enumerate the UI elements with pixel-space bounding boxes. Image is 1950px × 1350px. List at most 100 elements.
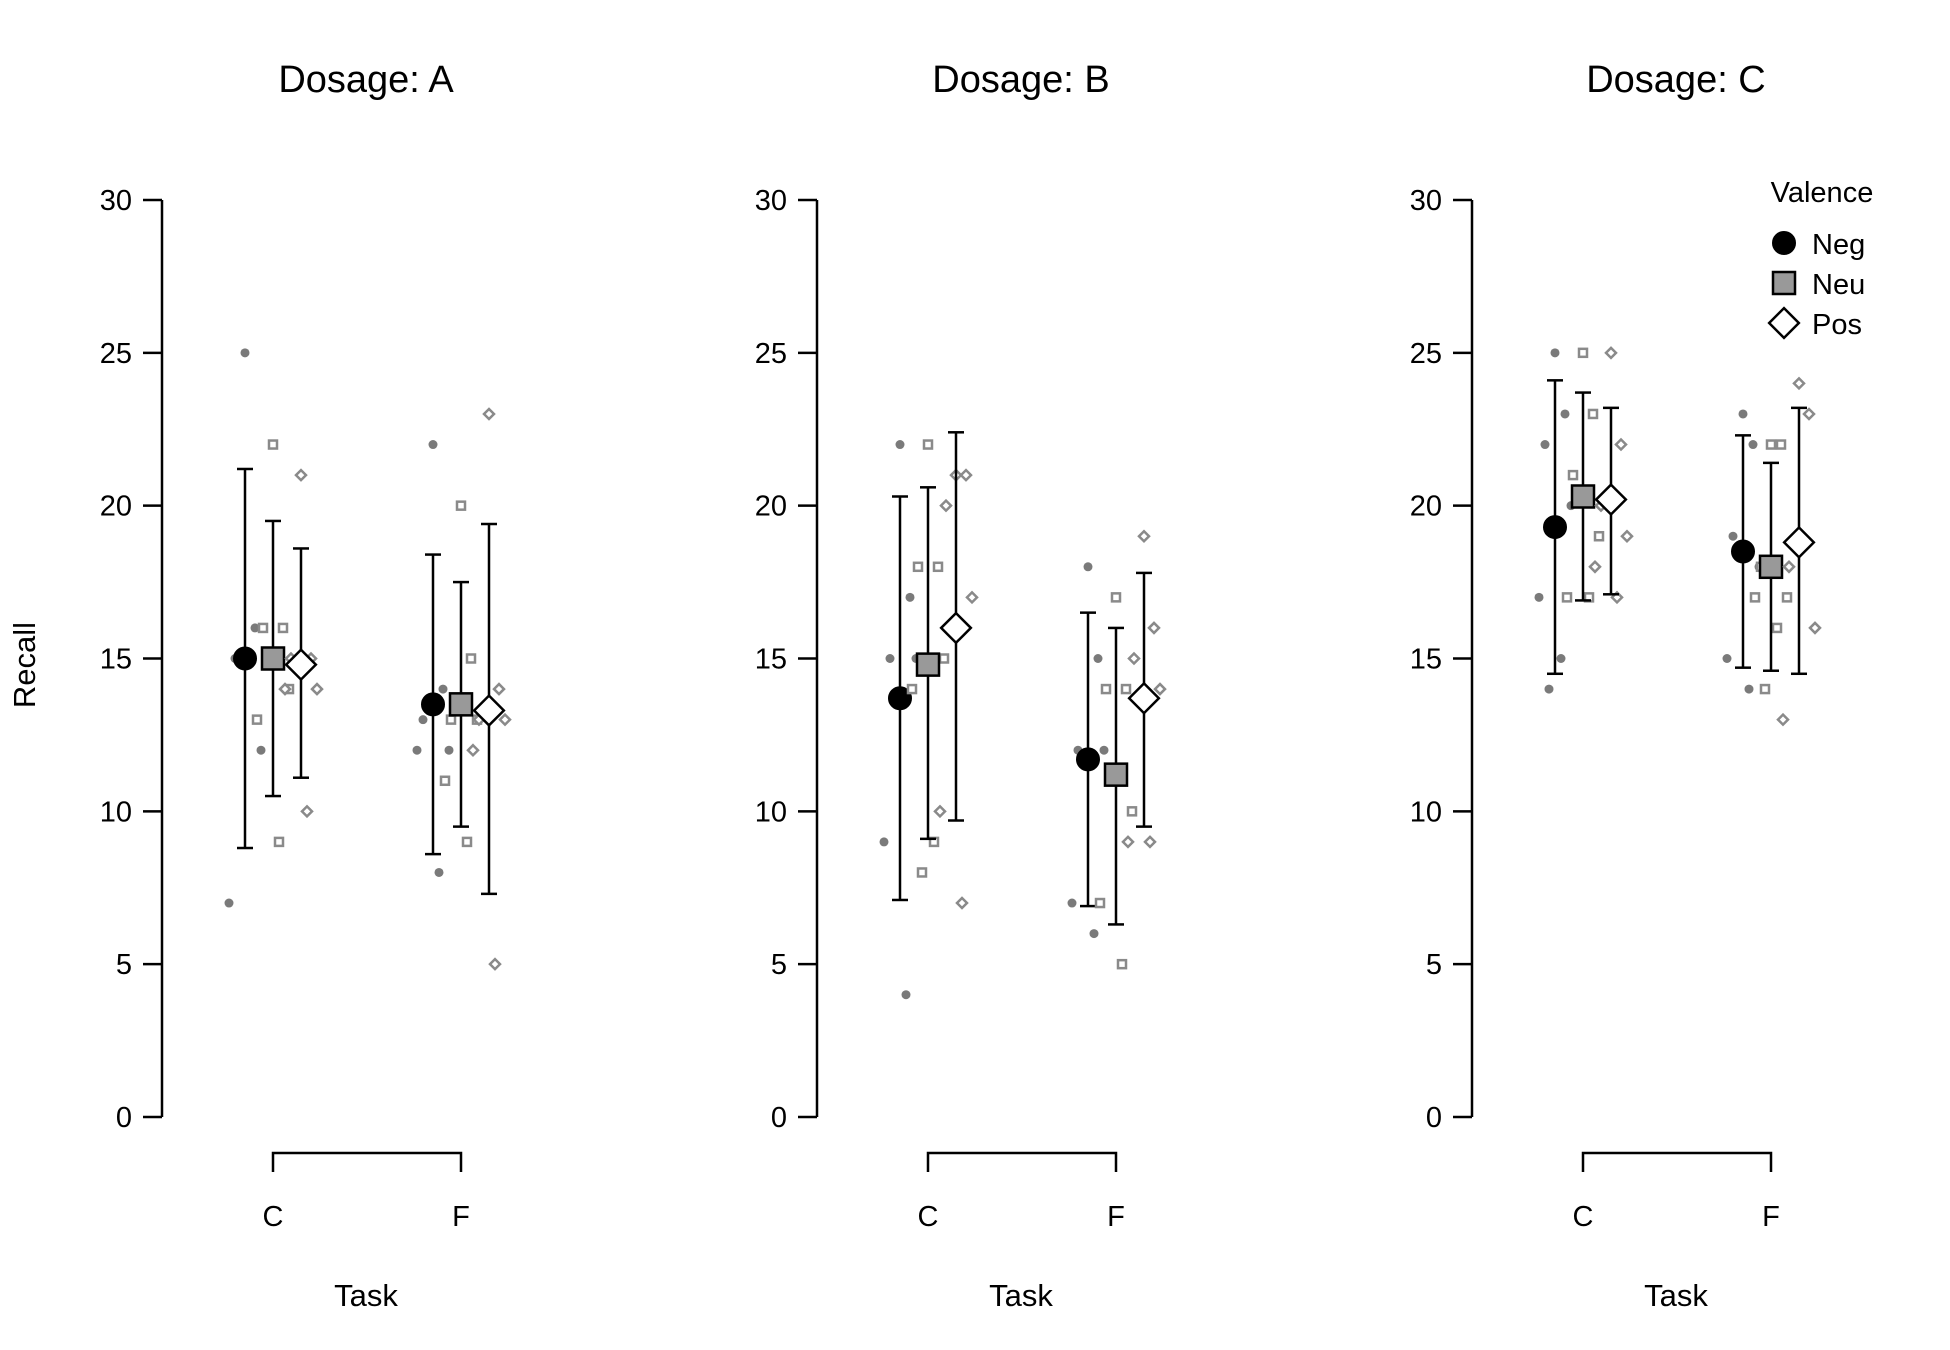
legend-title: Valence bbox=[1771, 177, 1874, 209]
mean-marker bbox=[1594, 482, 1628, 517]
group-c-pos bbox=[933, 431, 979, 910]
raw-data-point bbox=[912, 561, 924, 573]
x-axis-bracket bbox=[926, 1151, 1118, 1172]
mean-marker bbox=[421, 692, 445, 717]
raw-data-point bbox=[1771, 622, 1783, 634]
x-axis-title: Task bbox=[989, 1278, 1053, 1313]
x-tick-label: F bbox=[1762, 1201, 1780, 1233]
x-axis-bracket bbox=[271, 1151, 463, 1172]
y-tick-label: 10 bbox=[100, 796, 132, 828]
raw-data-point bbox=[300, 804, 314, 819]
raw-data-point bbox=[906, 683, 918, 695]
y-tick-label: 5 bbox=[771, 949, 787, 981]
raw-data-point bbox=[1587, 408, 1599, 420]
raw-data-point bbox=[905, 592, 915, 602]
legend-label: Pos bbox=[1812, 309, 1862, 341]
raw-data-point bbox=[1550, 348, 1560, 358]
mean-marker bbox=[233, 646, 257, 671]
raw-data-point bbox=[1110, 592, 1122, 603]
raw-data-point bbox=[1765, 439, 1777, 450]
raw-data-point bbox=[240, 348, 250, 358]
group-f-neu bbox=[1749, 439, 1793, 695]
raw-data-point bbox=[895, 440, 905, 450]
raw-data-point bbox=[1567, 469, 1579, 481]
y-tick-label: 20 bbox=[755, 491, 787, 523]
group-f-neg bbox=[1067, 562, 1109, 939]
raw-data-point bbox=[498, 712, 512, 727]
raw-data-point bbox=[444, 745, 454, 755]
raw-data-point bbox=[445, 714, 457, 725]
raw-data-point bbox=[412, 745, 422, 755]
raw-data-point bbox=[1116, 958, 1128, 970]
group-c-neg bbox=[879, 440, 921, 1000]
y-axis-title: Recall bbox=[7, 622, 42, 708]
x-tick-label: F bbox=[1107, 1201, 1125, 1233]
mean-marker bbox=[1758, 554, 1784, 580]
raw-data-point bbox=[1560, 409, 1570, 419]
group-f-neg bbox=[1722, 409, 1764, 694]
raw-data-point bbox=[1083, 562, 1093, 572]
group-c-neg bbox=[1534, 348, 1576, 694]
legend-label: Neu bbox=[1812, 269, 1865, 301]
raw-data-point bbox=[885, 654, 895, 663]
raw-data-point bbox=[955, 896, 969, 910]
y-tick-label: 20 bbox=[1410, 491, 1442, 523]
raw-data-point bbox=[267, 439, 279, 450]
raw-data-point bbox=[939, 498, 953, 513]
raw-data-point bbox=[1781, 592, 1793, 603]
y-tick-label: 15 bbox=[1410, 644, 1442, 676]
raw-data-point bbox=[1094, 897, 1106, 909]
raw-data-point bbox=[1534, 592, 1544, 602]
raw-data-point bbox=[1604, 346, 1618, 360]
y-tick-label: 0 bbox=[116, 1102, 132, 1134]
raw-data-point bbox=[1614, 437, 1628, 452]
mean-marker bbox=[1103, 762, 1129, 787]
group-c-pos bbox=[278, 468, 324, 819]
raw-data-point bbox=[1067, 898, 1077, 908]
y-tick-label: 10 bbox=[1410, 796, 1442, 828]
mean-marker bbox=[260, 646, 286, 671]
panel-title: Dosage: B bbox=[932, 59, 1109, 101]
mean-marker bbox=[1731, 539, 1755, 564]
raw-data-point bbox=[1620, 529, 1634, 544]
group-c-neg bbox=[224, 348, 266, 908]
raw-data-point bbox=[1728, 531, 1738, 541]
group-f-pos bbox=[1776, 376, 1822, 727]
raw-data-point bbox=[257, 622, 269, 634]
mean-marker bbox=[1782, 525, 1816, 559]
legend-item-neu: Neu bbox=[1771, 269, 1865, 301]
panel-1: Dosage: A 0 5 10 15 20 25 30 C F Task bbox=[100, 59, 512, 1313]
raw-data-point bbox=[466, 743, 480, 757]
legend-marker-pos bbox=[1767, 306, 1801, 340]
group-c-neu bbox=[1561, 347, 1605, 603]
raw-data-point bbox=[250, 623, 260, 633]
y-tick-label: 25 bbox=[1410, 338, 1442, 370]
raw-data-point bbox=[1153, 682, 1167, 696]
raw-data-point bbox=[901, 990, 911, 1000]
x-axis-title: Task bbox=[1644, 1278, 1708, 1313]
raw-data-point bbox=[1126, 806, 1138, 817]
raw-data-point bbox=[1808, 621, 1822, 635]
y-tick-label: 30 bbox=[1410, 185, 1442, 217]
group-f-neu bbox=[439, 500, 483, 848]
raw-data-point bbox=[1722, 654, 1732, 663]
legend-label: Neg bbox=[1812, 229, 1865, 261]
mean-marker bbox=[915, 652, 941, 677]
raw-data-point bbox=[959, 468, 973, 482]
raw-data-point bbox=[256, 745, 266, 755]
y-tick-label: 10 bbox=[755, 796, 787, 828]
raw-data-point bbox=[1561, 592, 1573, 603]
raw-data-point bbox=[1593, 530, 1605, 542]
raw-data-point bbox=[1556, 654, 1566, 663]
mean-marker bbox=[284, 647, 318, 682]
y-tick-label: 30 bbox=[100, 185, 132, 217]
raw-data-point bbox=[879, 837, 889, 847]
group-f-neu bbox=[1094, 592, 1138, 970]
raw-data-point bbox=[1744, 684, 1754, 694]
raw-data-point bbox=[1120, 683, 1132, 695]
y-tick-label: 5 bbox=[116, 949, 132, 981]
mean-marker bbox=[1543, 515, 1567, 540]
raw-data-point bbox=[1588, 560, 1602, 574]
raw-data-point bbox=[278, 682, 292, 696]
raw-data-point bbox=[1759, 683, 1771, 695]
